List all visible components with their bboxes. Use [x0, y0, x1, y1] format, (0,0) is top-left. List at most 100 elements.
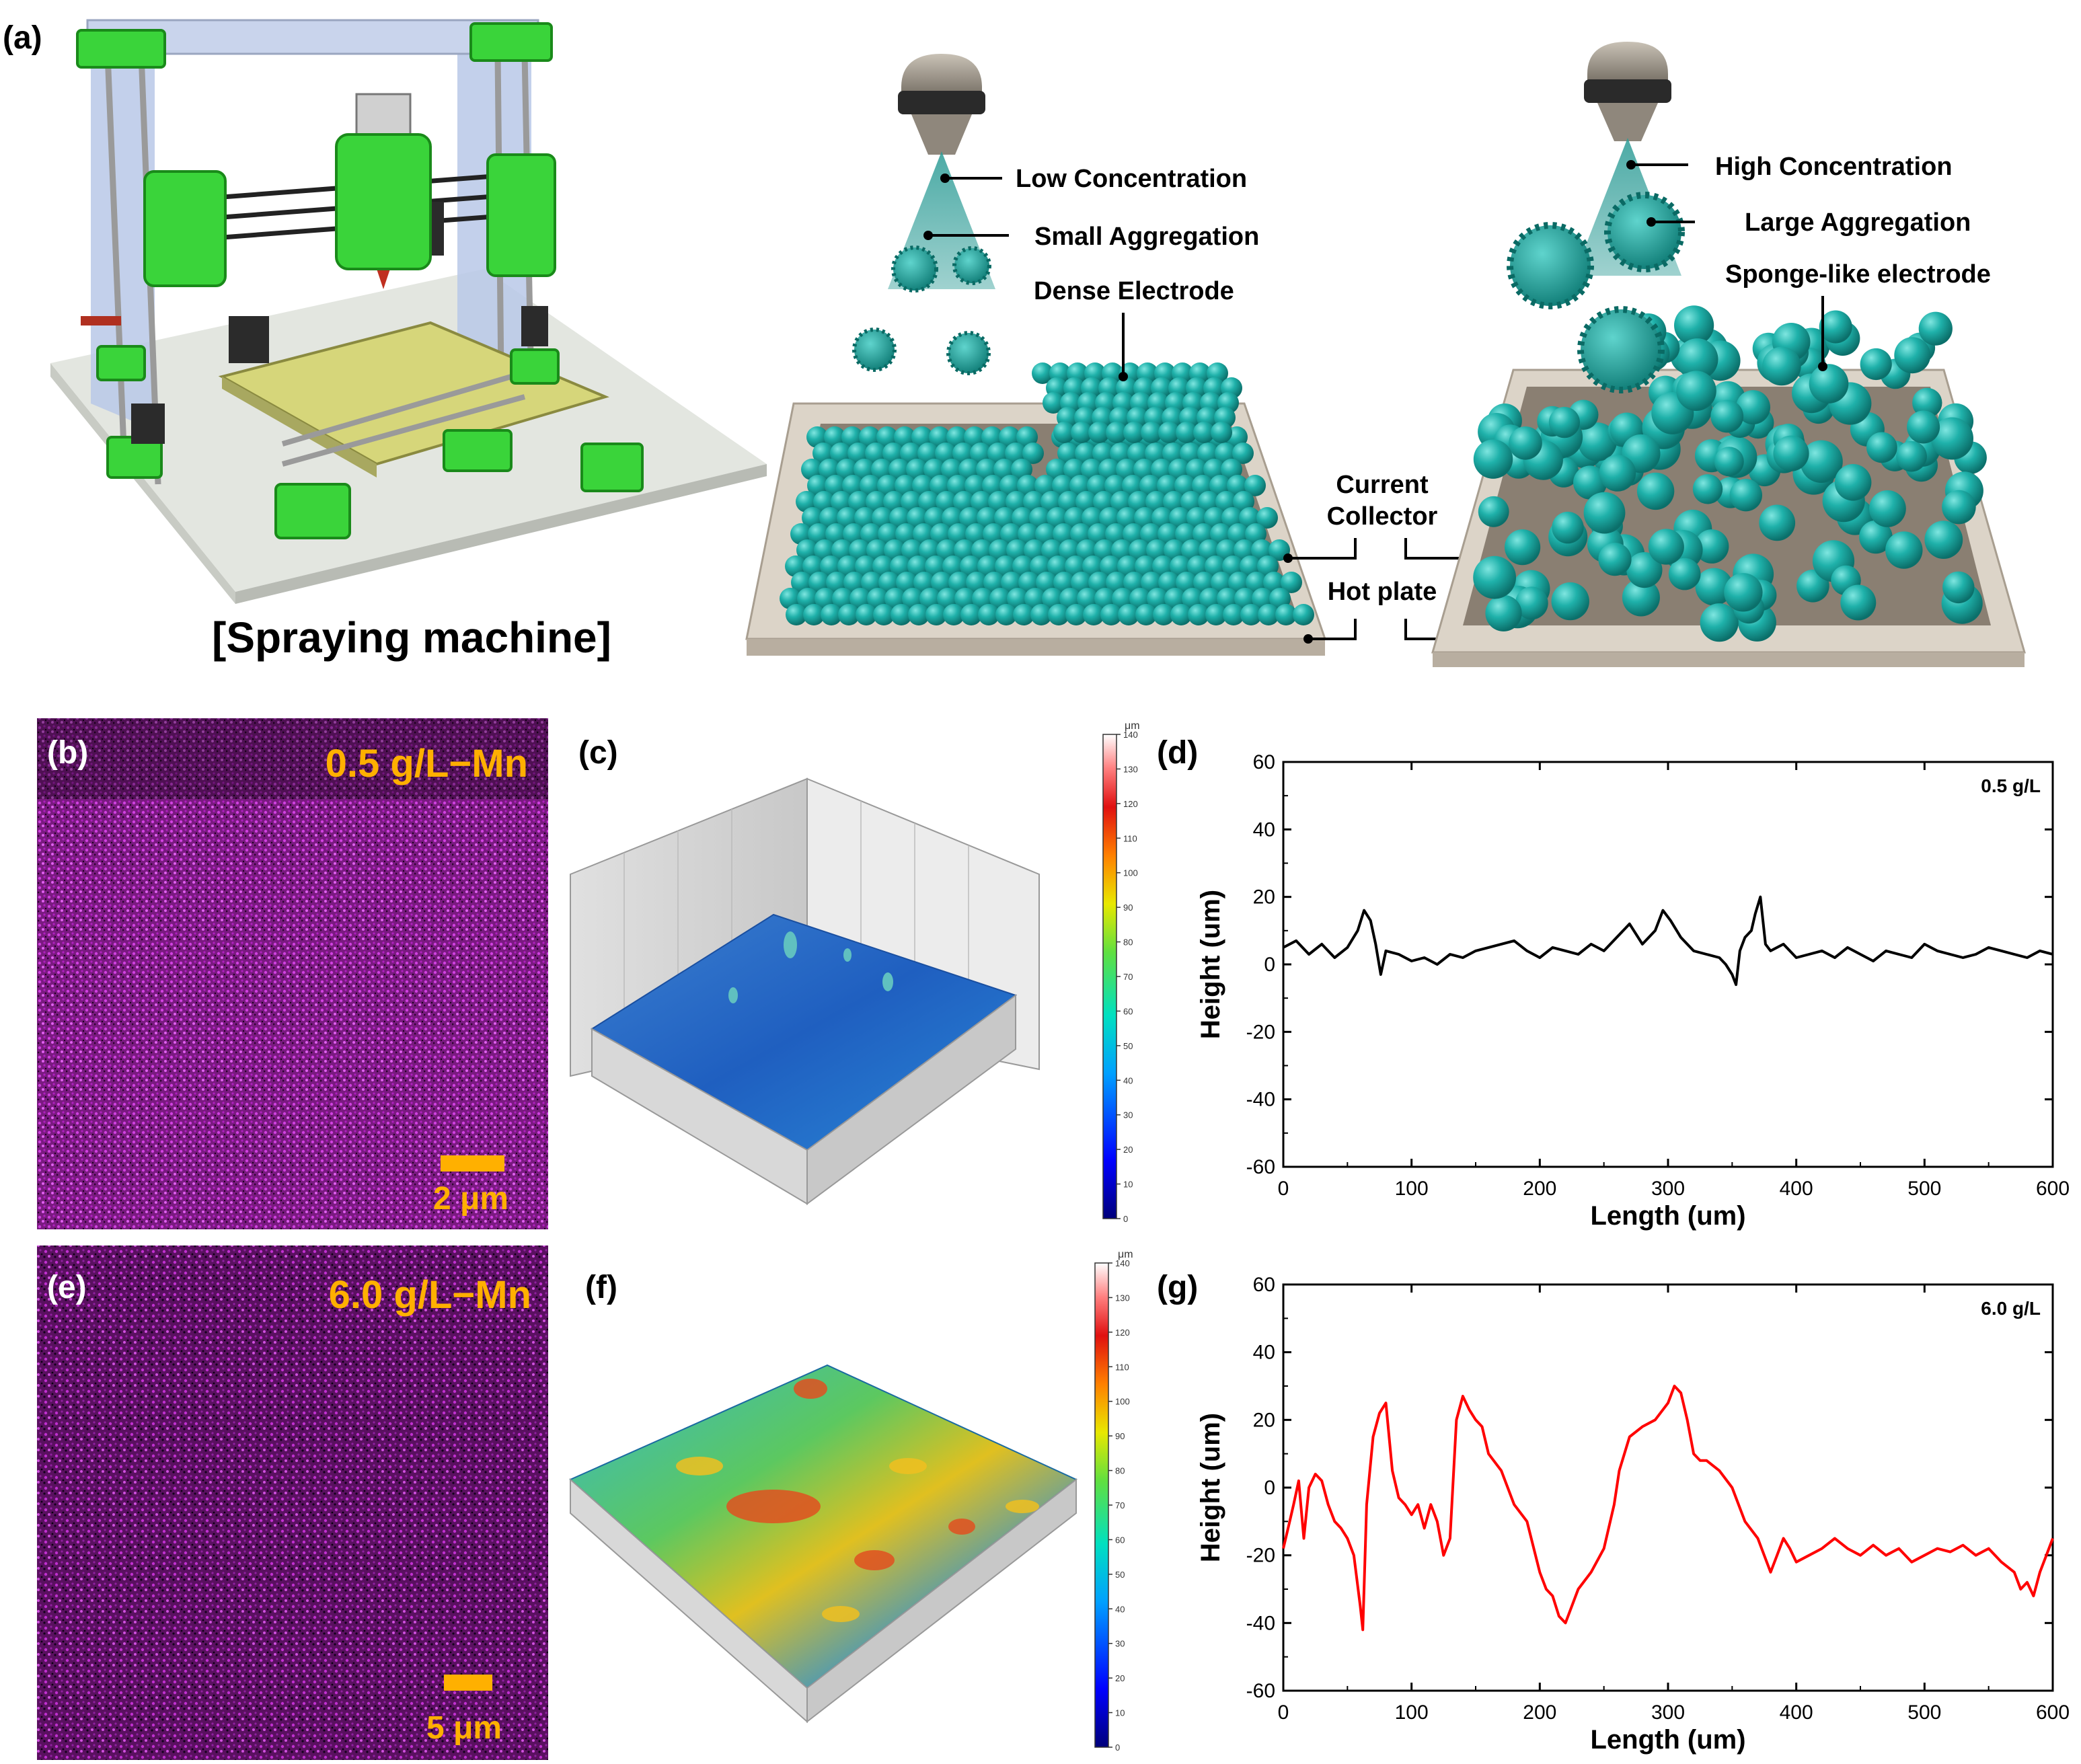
panel-f-label: (f)	[585, 1270, 617, 1305]
electrode-particle	[1819, 310, 1852, 344]
electrode-particle	[1145, 443, 1166, 464]
electrode-particle	[935, 443, 956, 464]
large-aggregation-label: Large Aggregation	[1745, 208, 1971, 237]
electrode-particle	[796, 539, 818, 561]
electrode-particle	[819, 507, 841, 529]
electrode-particle	[964, 475, 986, 496]
electrode-particle	[906, 459, 928, 480]
electrode-particle	[1515, 586, 1548, 620]
electrode-particle	[1105, 523, 1127, 545]
y-tick-label: -40	[1246, 1612, 1275, 1634]
panel-c-colorbar-unit: μm	[1125, 720, 1140, 732]
spraying-machine-caption: [Spraying machine]	[212, 613, 611, 662]
panel-e-title: 6.0 g/L−Mn	[329, 1273, 531, 1317]
electrode-particle	[873, 604, 895, 625]
electrode-particle	[1869, 490, 1906, 527]
electrode-particle	[1141, 572, 1162, 593]
colorbar-tick-label: 30	[1115, 1639, 1125, 1649]
electrode-particle	[1269, 588, 1291, 609]
electrode-particle	[1834, 464, 1872, 501]
electrode-particle	[1193, 523, 1214, 545]
electrode-particle	[989, 539, 1010, 561]
y-tick-label: 40	[1253, 818, 1275, 841]
electrode-particle	[1676, 371, 1716, 411]
electrode-particle	[1153, 604, 1174, 625]
electrode-particle	[1180, 443, 1201, 464]
electrode-particle	[931, 572, 952, 593]
electrode-particle	[1081, 459, 1102, 480]
electrode-particle	[919, 588, 941, 609]
electrode-particle	[876, 426, 898, 448]
electrode-particle	[1112, 588, 1133, 609]
electrode-particle	[1674, 305, 1714, 346]
electrode-particle	[995, 604, 1017, 625]
panel-g-label: (g)	[1157, 1270, 1198, 1305]
colorbar-tick-label: 110	[1115, 1362, 1129, 1372]
electrode-particle	[1094, 539, 1115, 561]
electrode-particle	[987, 443, 1009, 464]
electrode-particle	[1221, 507, 1243, 529]
electrode-particle	[1700, 603, 1739, 642]
electrode-particle	[1042, 588, 1063, 609]
electrode-particle	[1170, 555, 1191, 577]
electrode-particle	[803, 604, 825, 625]
colorbar-tick-label: 50	[1115, 1570, 1125, 1580]
electrode-particle	[1098, 459, 1120, 480]
electrode-particle	[848, 491, 870, 512]
x-axis-label: Length (um)	[1590, 1725, 1745, 1755]
electrode-particle	[1473, 555, 1517, 599]
data-series-line	[1282, 1385, 2054, 1632]
electrode-particle	[970, 443, 991, 464]
electrode-particle	[966, 572, 987, 593]
electrode-particle	[1018, 572, 1040, 593]
electrode-particle	[1070, 523, 1092, 545]
electrode-particle	[806, 426, 828, 448]
y-tick-label: -20	[1246, 1021, 1275, 1043]
electrode-particle	[1106, 422, 1127, 443]
electrode-particle	[841, 426, 863, 448]
electrode-particle	[1071, 572, 1092, 593]
low-concentration-label: Low Concentration	[1016, 165, 1247, 193]
electrode-particle	[1065, 555, 1086, 577]
electrode-particle	[901, 491, 922, 512]
electrode-particle	[854, 459, 875, 480]
electrode-particle	[1215, 443, 1236, 464]
electrode-particle	[813, 491, 835, 512]
panel-b-scale-text: 2 μm	[433, 1181, 508, 1217]
electrode-particle	[937, 588, 958, 609]
electrode-particle	[1163, 491, 1184, 512]
electrode-particle	[883, 491, 905, 512]
electrode-particle	[983, 572, 1005, 593]
electrode-particle	[1215, 491, 1237, 512]
electrode-particle	[1076, 539, 1098, 561]
electrode-particle	[891, 604, 912, 625]
electrode-particle	[1151, 459, 1172, 480]
electrode-particle	[977, 507, 998, 529]
electrode-particle	[1180, 491, 1202, 512]
electrode-particle	[1263, 572, 1285, 593]
electrode-particle	[1293, 604, 1314, 625]
electrode-particle	[1016, 426, 1038, 448]
colorbar-tick-label: 40	[1123, 1075, 1133, 1085]
electrode-particle	[812, 443, 834, 464]
current-collector-label-line2: Collector	[1327, 502, 1438, 531]
electrode-particle	[1135, 604, 1157, 625]
electrode-particle	[965, 523, 987, 545]
electrode-particle	[1942, 571, 1975, 604]
electrode-particle	[1912, 387, 1942, 418]
electrode-particle	[941, 459, 962, 480]
electrode-particle	[999, 426, 1020, 448]
electrode-particle	[824, 426, 845, 448]
x-tick-label: 500	[1907, 1701, 1941, 1724]
electrode-particle	[1036, 572, 1057, 593]
electrode-particle	[1896, 440, 1927, 472]
electrode-particle	[796, 491, 817, 512]
electrode-particle	[1174, 475, 1196, 496]
x-tick-label: 400	[1780, 1701, 1813, 1724]
electrode-particle	[1485, 595, 1522, 631]
electrode-particle	[1157, 475, 1178, 496]
electrode-particle	[977, 555, 999, 577]
electrode-particle	[1234, 539, 1255, 561]
electrode-particle	[1007, 588, 1028, 609]
electrode-particle	[1181, 539, 1203, 561]
